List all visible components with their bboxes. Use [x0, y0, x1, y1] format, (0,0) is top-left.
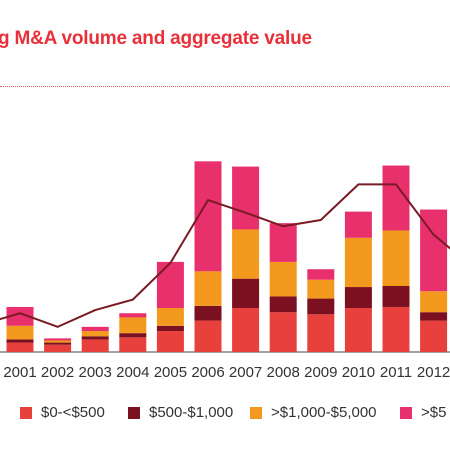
bar-2010-series-4	[344, 211, 372, 238]
x-tick-label-2005: 2005	[154, 364, 187, 381]
bar-2007-series-3	[232, 229, 260, 279]
bar-2005-series-4	[156, 261, 184, 308]
bar-2004-series-4	[119, 313, 147, 318]
title-divider	[0, 86, 450, 87]
bar-2003-series-2	[81, 336, 109, 340]
x-tick-label-2003: 2003	[79, 364, 112, 381]
x-tick-label-2004: 2004	[116, 364, 149, 381]
bar-2011-series-3	[382, 230, 410, 286]
x-tick-label-2002: 2002	[41, 364, 74, 381]
bar-2001-series-1	[6, 342, 34, 352]
x-tick-label-2008: 2008	[267, 364, 300, 381]
bar-2006-series-2	[194, 305, 222, 321]
bar-2004-series-2	[119, 333, 147, 338]
x-tick-label-2007: 2007	[229, 364, 262, 381]
trend-line-layer	[0, 183, 450, 328]
bar-layer	[6, 161, 448, 352]
bar-2005-series-2	[156, 325, 184, 332]
x-tick-label-2001: 2001	[3, 364, 36, 381]
legend-swatch-3	[250, 406, 262, 419]
bar-2008-series-3	[269, 261, 297, 297]
x-tick-label-2009: 2009	[304, 364, 337, 381]
bar-2006-series-3	[194, 271, 222, 306]
bar-2012-series-1	[420, 320, 448, 352]
bar-2012-series-2	[420, 312, 448, 321]
legend-item-3: >$1,000-$5,000	[250, 404, 377, 421]
legend-label-1: $0-<$500	[41, 404, 105, 421]
bar-2002-series-3	[44, 340, 72, 343]
bar-2001-series-2	[6, 339, 34, 343]
bar-2008-series-4	[269, 223, 297, 262]
legend-item-2: $500-$1,000	[128, 404, 233, 421]
bar-2010-series-3	[344, 237, 372, 288]
bar-2003-series-4	[81, 326, 109, 332]
bar-2010-series-2	[344, 287, 372, 308]
bar-2006-series-1	[194, 320, 222, 352]
bar-2009-series-4	[307, 269, 335, 280]
chart: 2001 2002 2003 2004 2005 2006 2007 2008 2009 2010…	[0, 161, 450, 381]
bar-2004-series-3	[119, 317, 147, 334]
legend-swatch-1	[20, 406, 32, 419]
bar-2003-series-3	[81, 331, 109, 337]
legend-label-4: >$5	[421, 404, 447, 421]
bar-2005-series-3	[156, 308, 184, 326]
legend-label-2: $500-$1,000	[149, 404, 234, 421]
trend-line	[0, 183, 450, 328]
legend: e $0-<$500$500-$1,000>$1,000-$5,000>$5	[0, 404, 450, 428]
bar-2001-series-3	[6, 325, 34, 340]
bar-2012-series-3	[420, 291, 448, 313]
bar-2011-series-1	[382, 306, 410, 352]
bar-2007-series-2	[232, 278, 260, 308]
bar-2011-series-2	[382, 286, 410, 307]
legend-label-3: >$1,000-$5,000	[271, 404, 377, 421]
bar-2007-series-1	[232, 308, 260, 352]
bar-2007-series-4	[232, 166, 260, 230]
bar-2010-series-1	[344, 308, 372, 352]
x-tick-label-2011: 2011	[380, 364, 412, 381]
bar-2002-series-1	[44, 344, 72, 352]
x-tick-label-2006: 2006	[191, 364, 224, 381]
bar-2001-series-4	[6, 306, 34, 326]
bar-2002-series-4	[44, 338, 72, 341]
bar-2004-series-1	[119, 337, 147, 352]
x-tick-labels: 2001 2002 2003 2004 2005 2006 2007 2008 2009 2010…	[3, 364, 450, 381]
x-tick-label-2012: 2012	[417, 364, 450, 381]
legend-item-4: >$5	[400, 404, 446, 421]
bar-2009-series-3	[307, 279, 335, 299]
bar-2008-series-2	[269, 296, 297, 313]
chart-title: g M&A volume and aggregate value	[0, 28, 312, 49]
legend-item-1: $0-<$500	[20, 404, 105, 421]
legend-swatch-4	[400, 406, 412, 419]
bar-2009-series-1	[307, 314, 335, 352]
bar-2008-series-1	[269, 312, 297, 352]
x-tick-label-2010: 2010	[342, 364, 375, 381]
legend-swatch-2	[128, 406, 140, 419]
bar-2009-series-2	[307, 298, 335, 315]
bar-2002-series-2	[44, 342, 72, 345]
bar-2005-series-1	[156, 331, 184, 352]
bar-2003-series-1	[81, 339, 109, 352]
